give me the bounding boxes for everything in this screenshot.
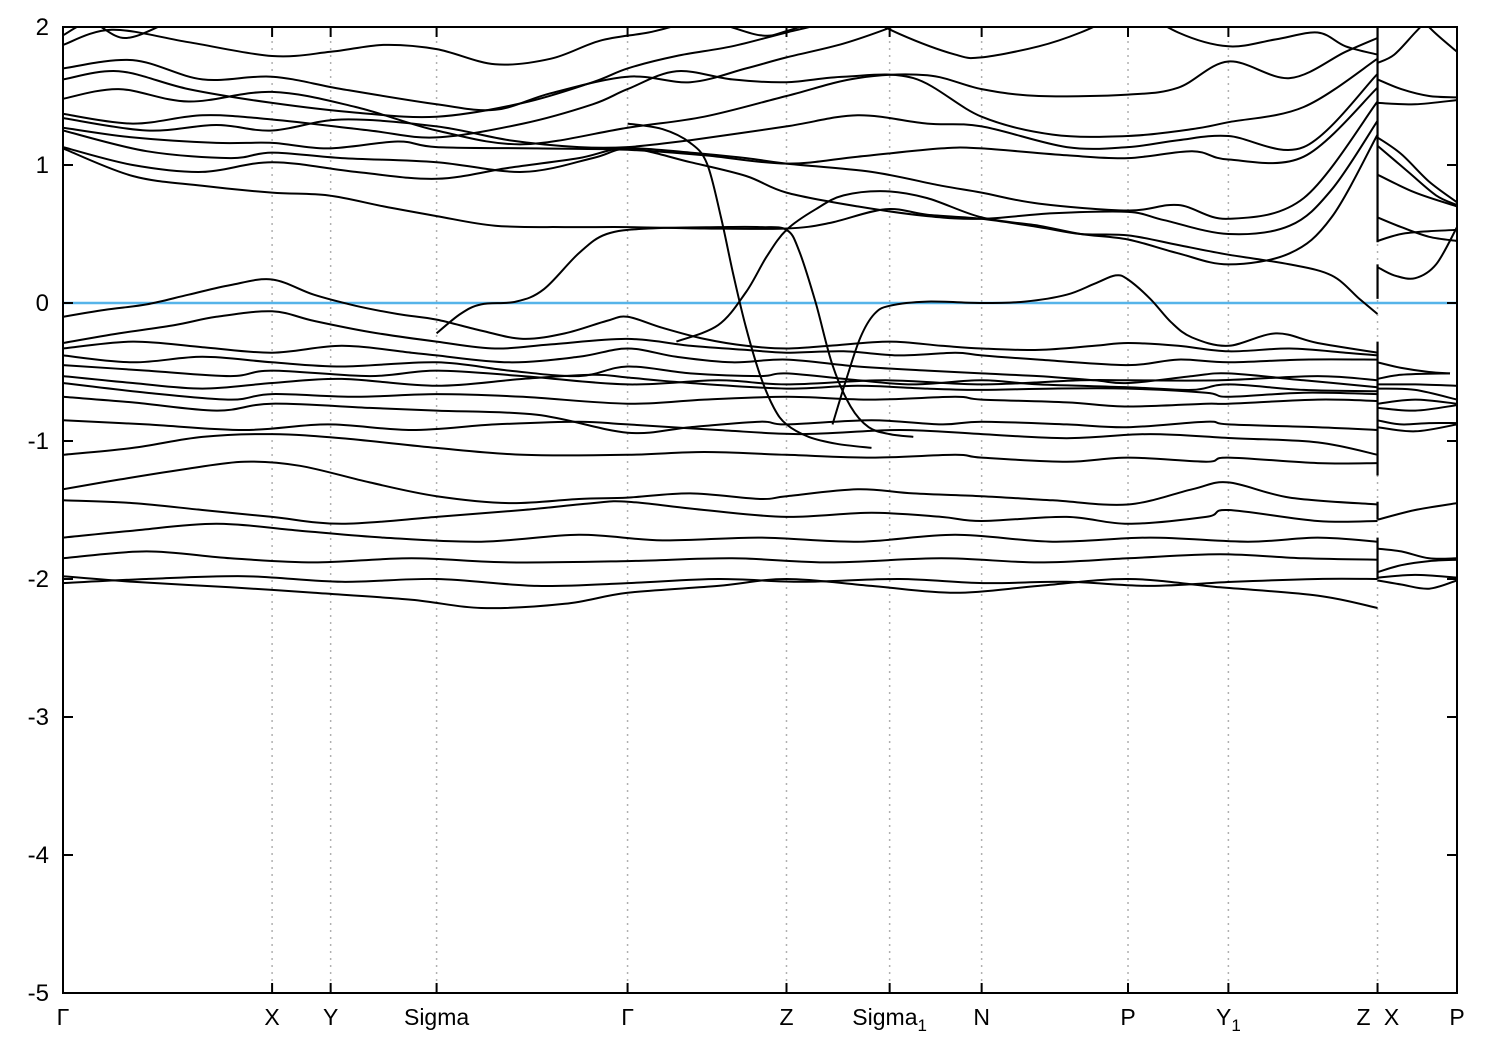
band-line [63, 73, 1379, 152]
x-tick-label: X [1384, 1004, 1399, 1030]
x-tick-label: Z [1357, 1004, 1371, 1030]
panel-band-line [1377, 27, 1422, 64]
panel-band-line [1427, 27, 1457, 53]
y-tick-label: -5 [28, 980, 49, 1007]
x-tick-label: Y1 [1216, 1004, 1241, 1035]
y-tick-label: 1 [36, 152, 49, 179]
band-line [831, 274, 1378, 425]
panel-band-line [1377, 383, 1457, 387]
panel-band-line [1377, 173, 1457, 208]
x-tick-label: P [1449, 1004, 1464, 1030]
panel-band-line [1377, 387, 1457, 401]
x-tick-label: N [973, 1004, 990, 1030]
band-line [63, 575, 1378, 588]
x-tick-label: Z [779, 1004, 793, 1030]
y-tick-label: -1 [28, 428, 49, 455]
band-line [63, 373, 1378, 398]
band-line [63, 120, 1379, 236]
band-line [63, 27, 895, 112]
band-line [63, 147, 1379, 315]
panel-band-line [1377, 404, 1457, 412]
band-line [63, 433, 1378, 465]
band-line [63, 27, 815, 119]
band-line [63, 37, 1378, 146]
panel-band-line [1376, 136, 1457, 204]
x-tick-label: X [264, 1004, 279, 1030]
x-tick-label: Sigma [404, 1004, 469, 1030]
band-line [63, 86, 1379, 165]
band-line [63, 57, 1379, 139]
band-line [63, 575, 1378, 610]
band-line [627, 122, 872, 449]
panel-band-line [1377, 547, 1457, 560]
plot-border [62, 26, 1458, 994]
band-line [63, 395, 1378, 435]
band-line [1165, 27, 1378, 56]
band-line [63, 364, 1378, 386]
panel-band-line [1377, 398, 1457, 405]
panel-band-line [1377, 579, 1457, 590]
panel-band-line [1377, 419, 1457, 426]
y-tick-label: 2 [36, 14, 49, 41]
panel-band-line [1377, 78, 1457, 99]
band-line [676, 134, 1379, 343]
band-line [63, 460, 1378, 506]
band-line [63, 499, 1378, 525]
panel-band-line [1377, 228, 1457, 242]
y-tick-label: -2 [28, 566, 49, 593]
band-line [435, 225, 914, 438]
band-line [63, 100, 1379, 220]
panel-band-line [1377, 226, 1457, 280]
band-line [63, 382, 1378, 408]
band-line [63, 278, 1378, 357]
panel-band-line [1377, 423, 1457, 433]
band-line [882, 27, 1096, 60]
x-tick-label: P [1120, 1004, 1135, 1030]
x-tick-label: Y [323, 1004, 338, 1030]
panel-band-line [1377, 99, 1457, 106]
bands-group [63, 27, 1457, 610]
x-tick-label: Γ [57, 1004, 70, 1030]
panel-band-line [1377, 372, 1451, 380]
y-tick-label: -3 [28, 704, 49, 731]
band-line [63, 550, 1378, 564]
panel-band-line [1377, 558, 1457, 574]
y-tick-label: -4 [28, 842, 49, 869]
y-tick-label: 0 [36, 290, 49, 317]
panel-band-line [1376, 144, 1457, 206]
band-line [63, 310, 1378, 367]
band-line [63, 27, 161, 40]
band-line [63, 419, 1378, 456]
x-tick-label: Γ [621, 1004, 634, 1030]
x-tick-label: Sigma1 [852, 1004, 927, 1035]
panel-band-line [1377, 573, 1457, 579]
band-line [63, 522, 1378, 543]
panel-band-line [1377, 502, 1457, 521]
